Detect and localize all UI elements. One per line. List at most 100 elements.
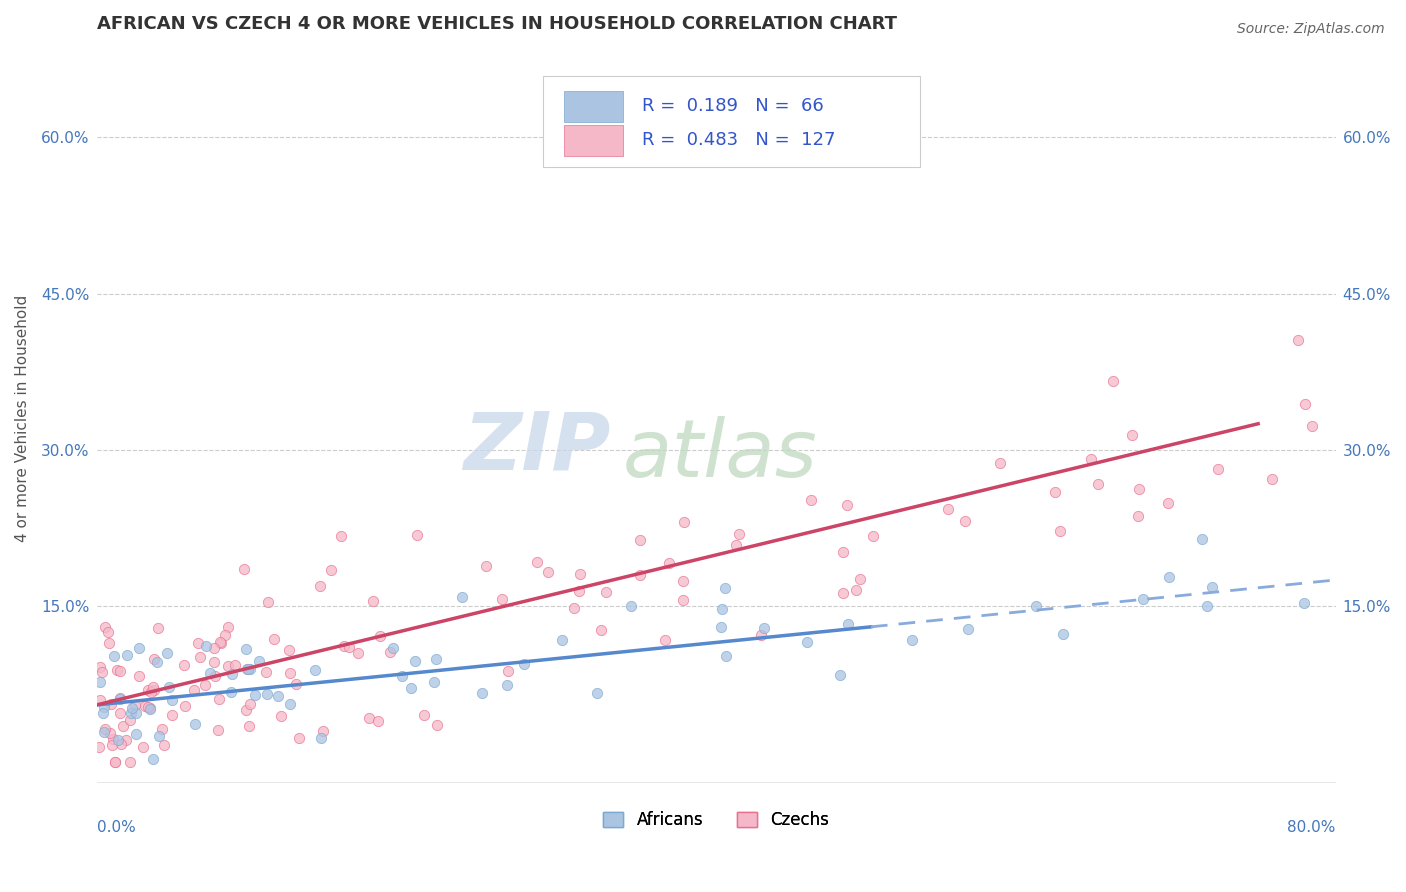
Point — [208, 691, 231, 706]
Point — [304, 663, 326, 677]
Point — [183, 683, 205, 698]
Point — [368, 629, 391, 643]
Point — [406, 528, 429, 542]
Point — [319, 563, 342, 577]
Point — [114, 733, 136, 747]
Point — [278, 665, 301, 680]
Point — [901, 633, 924, 648]
Point — [94, 620, 117, 634]
Point — [312, 723, 335, 738]
Point — [174, 698, 197, 713]
Point — [1201, 580, 1223, 594]
Point — [101, 732, 124, 747]
Point — [337, 640, 360, 654]
Text: Source: ZipAtlas.com: Source: ZipAtlas.com — [1237, 22, 1385, 37]
Point — [832, 586, 855, 600]
Point — [423, 674, 446, 689]
Point — [107, 733, 129, 747]
Point — [309, 731, 332, 745]
Text: 80.0%: 80.0% — [1286, 820, 1336, 835]
Point — [162, 693, 184, 707]
Point — [89, 659, 111, 673]
Point — [256, 594, 278, 608]
Point — [332, 639, 354, 653]
Point — [628, 568, 651, 582]
Point — [142, 680, 165, 694]
Point — [217, 620, 239, 634]
Point — [367, 714, 389, 728]
Point — [146, 621, 169, 635]
Point — [156, 646, 179, 660]
Point — [848, 573, 870, 587]
Point — [828, 668, 851, 682]
Point — [247, 654, 270, 668]
Text: R =  0.483   N =  127: R = 0.483 N = 127 — [641, 131, 835, 149]
Point — [361, 593, 384, 607]
Point — [569, 567, 592, 582]
Point — [796, 635, 818, 649]
Point — [236, 661, 259, 675]
Point — [1087, 476, 1109, 491]
Point — [710, 602, 733, 616]
Point — [749, 628, 772, 642]
Point — [1286, 333, 1309, 347]
Point — [103, 649, 125, 664]
Point — [285, 677, 308, 691]
Point — [512, 657, 534, 672]
Point — [183, 717, 205, 731]
Point — [120, 714, 142, 728]
Point — [1292, 597, 1315, 611]
Point — [190, 649, 212, 664]
Point — [270, 708, 292, 723]
Point — [1261, 471, 1284, 485]
Point — [837, 617, 859, 632]
Point — [101, 739, 124, 753]
Point — [399, 681, 422, 695]
Point — [551, 633, 574, 648]
Point — [194, 678, 217, 692]
Point — [955, 514, 977, 528]
Text: 0.0%: 0.0% — [97, 820, 135, 835]
Point — [139, 685, 162, 699]
Point — [194, 639, 217, 653]
Point — [146, 655, 169, 669]
Point — [564, 600, 586, 615]
Point — [204, 669, 226, 683]
Point — [591, 623, 613, 637]
FancyBboxPatch shape — [564, 91, 623, 122]
Point — [142, 652, 165, 666]
Point — [451, 591, 474, 605]
Point — [125, 727, 148, 741]
Point — [1301, 419, 1323, 434]
Point — [108, 665, 131, 679]
Point — [233, 562, 256, 576]
FancyBboxPatch shape — [543, 76, 921, 167]
Point — [112, 719, 135, 733]
Point — [672, 593, 695, 607]
Point — [108, 706, 131, 720]
Point — [187, 635, 209, 649]
Point — [835, 498, 858, 512]
Point — [224, 658, 246, 673]
Legend: Africans, Czechs: Africans, Czechs — [603, 812, 828, 830]
Point — [425, 651, 447, 665]
Point — [93, 725, 115, 739]
Point — [475, 559, 498, 574]
Point — [862, 529, 884, 543]
Point — [278, 697, 301, 711]
Point — [131, 740, 153, 755]
Point — [97, 625, 120, 640]
Point — [214, 628, 236, 642]
Point — [382, 640, 405, 655]
Point — [404, 654, 426, 668]
Point — [491, 592, 513, 607]
Point — [330, 528, 353, 542]
Point — [378, 645, 401, 659]
Point — [202, 640, 225, 655]
Point — [586, 686, 609, 700]
Point — [238, 719, 260, 733]
Point — [496, 677, 519, 691]
Point — [263, 632, 285, 646]
Point — [800, 492, 823, 507]
Point — [134, 698, 156, 713]
